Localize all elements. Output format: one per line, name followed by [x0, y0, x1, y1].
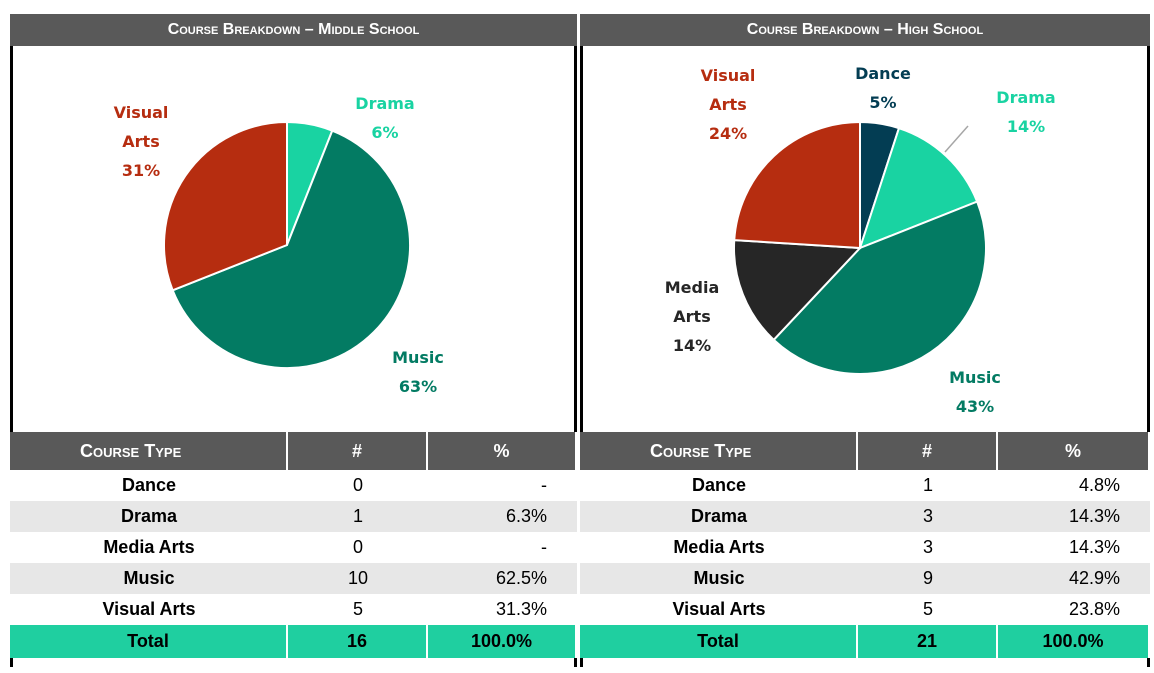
- slice-label: Visual Arts 24%: [688, 61, 768, 148]
- table-cell: 6.3%: [428, 501, 577, 532]
- table-cell: 0: [288, 470, 428, 501]
- slice-category: Music: [949, 368, 1001, 387]
- table-cell: Drama: [10, 501, 288, 532]
- table-cell: Media Arts: [580, 532, 858, 563]
- table-total-cell: Total: [580, 625, 858, 658]
- table-cell: Dance: [580, 470, 858, 501]
- slice-percent: 63%: [398, 377, 438, 396]
- table-header-cell: %: [428, 432, 577, 470]
- table-cell: 14.3%: [998, 532, 1150, 563]
- slice-label: Music 63%: [378, 343, 458, 401]
- table-cell: -: [428, 532, 577, 563]
- table-cell: 14.3%: [998, 501, 1150, 532]
- table-cell: 5: [858, 594, 998, 625]
- table-total-cell: Total: [10, 625, 288, 658]
- table-cell: 42.9%: [998, 563, 1150, 594]
- table-cell: 23.8%: [998, 594, 1150, 625]
- table-cell: 9: [858, 563, 998, 594]
- table-cell: Drama: [580, 501, 858, 532]
- table-header-cell: #: [288, 432, 428, 470]
- slice-category: Drama: [355, 94, 415, 113]
- table-cell: Visual Arts: [580, 594, 858, 625]
- chart-area: [580, 46, 1150, 432]
- slice-category: Visual Arts: [113, 103, 169, 151]
- slice-percent: 31%: [121, 161, 161, 180]
- table-cell: 5: [288, 594, 428, 625]
- table-cell: 1: [288, 501, 428, 532]
- slice-percent: 14%: [672, 336, 712, 355]
- table-total-cell: 100.0%: [998, 625, 1150, 658]
- data-table: Course Type #% Dance 0- Drama 1 6.3% Media Arts…: [10, 432, 577, 667]
- table-header-cell: %: [998, 432, 1150, 470]
- slice-label: Drama 6%: [345, 89, 425, 147]
- table-cell: 4.8%: [998, 470, 1150, 501]
- table-cell: Music: [580, 563, 858, 594]
- table-cell: 62.5%: [428, 563, 577, 594]
- table-cell: -: [428, 470, 577, 501]
- table-cell: 10: [288, 563, 428, 594]
- table-header-cell: Course Type: [580, 432, 858, 470]
- table-cell: Media Arts: [10, 532, 288, 563]
- slice-category: Media Arts: [664, 278, 720, 326]
- panel-header: Course Breakdown – High School: [580, 14, 1150, 46]
- slice-category: Dance: [855, 64, 911, 83]
- table-cell: 3: [858, 501, 998, 532]
- leader-line: [944, 125, 969, 153]
- table-total-cell: 21: [858, 625, 998, 658]
- slice-percent: 14%: [1006, 117, 1046, 136]
- pie-slice: [163, 120, 288, 292]
- slice-percent: 6%: [371, 123, 399, 142]
- pie-slice: [171, 129, 411, 369]
- slice-percent: 43%: [955, 397, 995, 416]
- pie-slice: [733, 239, 863, 342]
- slice-category: Drama: [996, 88, 1056, 107]
- chart-area: [10, 46, 577, 432]
- slice-label: Visual Arts 31%: [101, 98, 181, 185]
- panel-header: Course Breakdown – Middle School: [10, 14, 577, 46]
- slice-label: Dance 5%: [843, 59, 923, 117]
- slice-category: Music: [392, 348, 444, 367]
- table-cell: 1: [858, 470, 998, 501]
- table-cell: Music: [10, 563, 288, 594]
- table-header-cell: Course Type: [10, 432, 288, 470]
- table-header-cell: #: [858, 432, 998, 470]
- table-cell: 3: [858, 532, 998, 563]
- pie-slice: [772, 200, 987, 375]
- table-cell: Dance: [10, 470, 288, 501]
- table-total-cell: 16: [288, 625, 428, 658]
- slice-label: Media Arts 14%: [652, 273, 732, 360]
- slice-percent: 24%: [708, 124, 748, 143]
- slice-label: Music 43%: [935, 363, 1015, 421]
- data-table: Course Type #% Dance 1 4.8% Drama 3 14.3% Media …: [580, 432, 1150, 667]
- slice-label: Drama 14%: [986, 83, 1066, 141]
- table-cell: 31.3%: [428, 594, 577, 625]
- slice-category: Visual Arts: [700, 66, 756, 114]
- table-total-cell: 100.0%: [428, 625, 577, 658]
- pie-slice: [858, 126, 979, 250]
- slice-percent: 5%: [869, 93, 897, 112]
- pie-slice: [733, 120, 861, 250]
- table-cell: Visual Arts: [10, 594, 288, 625]
- table-cell: 0: [288, 532, 428, 563]
